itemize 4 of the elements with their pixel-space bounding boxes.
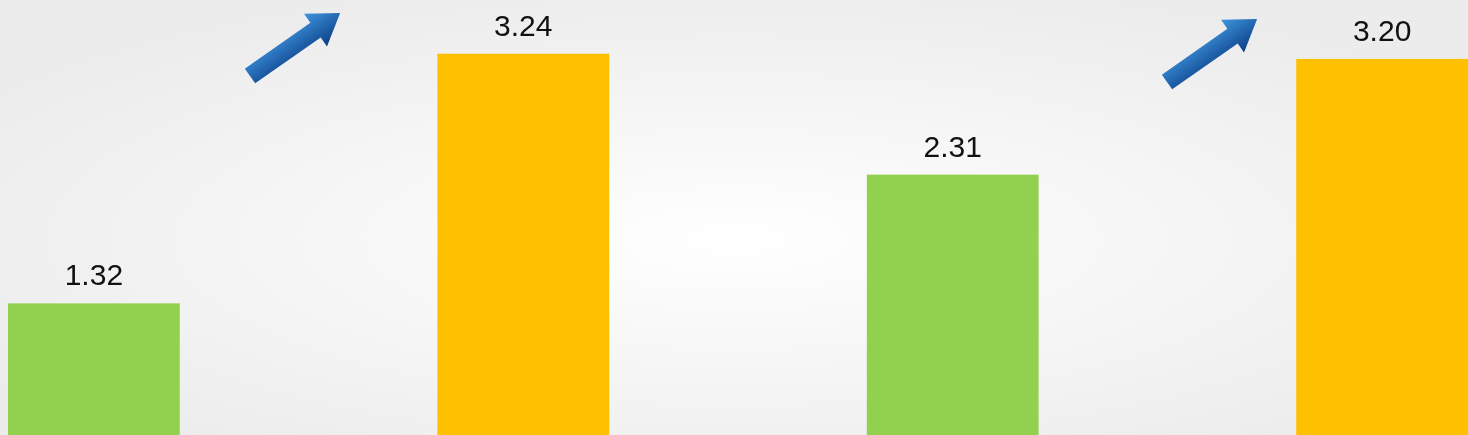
data-label: 2.31 <box>923 129 982 163</box>
data-label: 3.20 <box>1352 13 1412 47</box>
data-label: 3.24 <box>494 8 553 42</box>
data-label: 1.32 <box>64 258 124 292</box>
